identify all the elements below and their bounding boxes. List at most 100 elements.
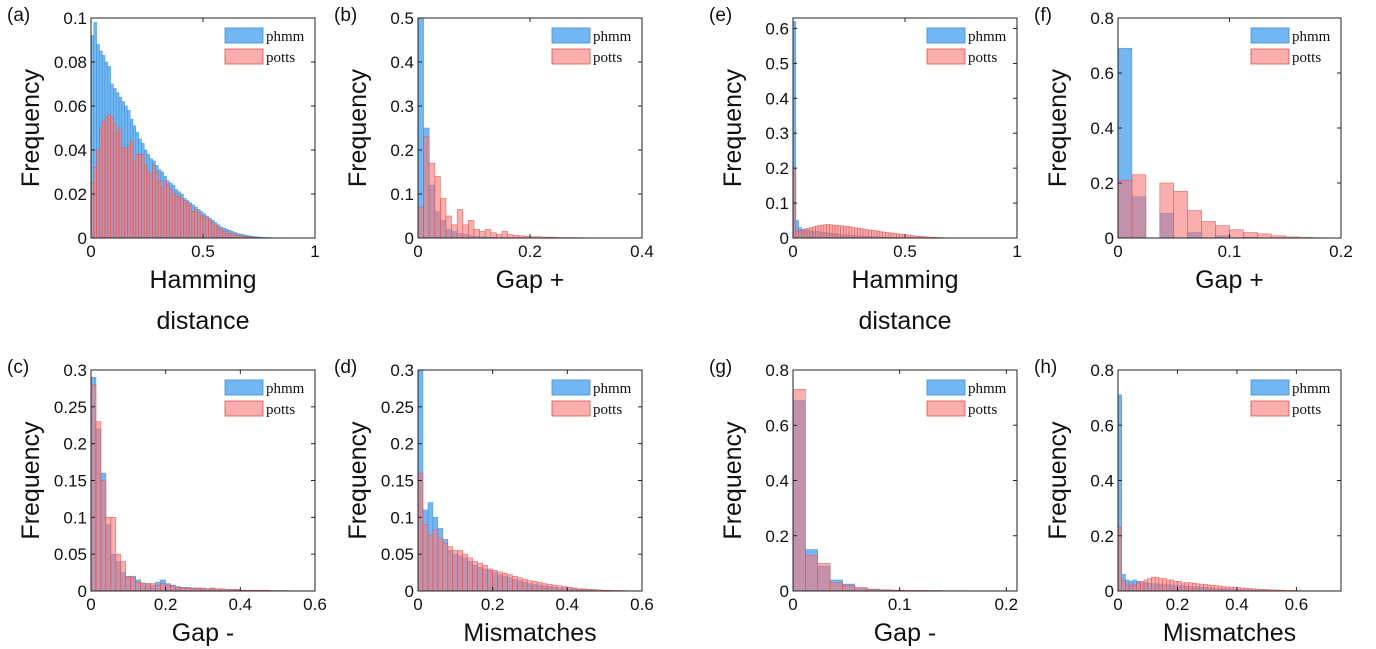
bars-h bbox=[1118, 394, 1341, 591]
bar-potts-22 bbox=[854, 227, 858, 238]
bar-potts-25 bbox=[1210, 585, 1215, 591]
y-tick-label: 0.6 bbox=[765, 19, 789, 38]
y-tick-label: 0.8 bbox=[765, 361, 789, 380]
bar-potts-10 bbox=[467, 557, 473, 591]
bar-potts-15 bbox=[132, 160, 137, 238]
bar-potts-2 bbox=[1125, 583, 1130, 591]
y-tick-label: 0.5 bbox=[390, 9, 414, 28]
bar-potts-22 bbox=[526, 580, 533, 591]
bar-potts-1 bbox=[422, 524, 429, 591]
bar-potts-16 bbox=[170, 585, 176, 591]
bar-potts-10 bbox=[820, 224, 825, 238]
y-tick-label: 0 bbox=[405, 582, 414, 601]
bar-potts-24 bbox=[536, 581, 543, 591]
bars-a bbox=[91, 22, 288, 238]
legend-f: phmm potts bbox=[1250, 27, 1331, 66]
bar-potts-21 bbox=[851, 227, 855, 238]
bar-potts-13 bbox=[127, 145, 131, 238]
y-axis-label: Frequency bbox=[17, 68, 45, 187]
bar-potts-21 bbox=[521, 578, 528, 591]
bar-potts-8 bbox=[457, 550, 463, 591]
y-tick-label: 0.6 bbox=[1090, 416, 1114, 435]
bar-potts-27 bbox=[1218, 585, 1223, 591]
y-axis-label: Frequency bbox=[719, 68, 747, 187]
bar-potts-26 bbox=[1214, 585, 1219, 591]
x-tick-label: 0.1 bbox=[1218, 242, 1242, 261]
bar-potts-31 bbox=[1232, 587, 1238, 591]
x-tick-label: 0 bbox=[413, 242, 422, 261]
bar-potts-8 bbox=[1229, 229, 1244, 238]
bar-potts-21 bbox=[1195, 583, 1201, 591]
bar-potts-18 bbox=[180, 587, 186, 591]
y-tick-label: 0.02 bbox=[54, 185, 87, 204]
bar-potts-30 bbox=[876, 230, 881, 238]
bar-potts-4 bbox=[1132, 583, 1137, 591]
panel-d: 0 0.05 0.1 0.15 0.2 0.25 0.3 0 0.2 0.4 0.6 Mismatch… bbox=[334, 357, 654, 647]
y-tick-label: 0.1 bbox=[63, 9, 87, 28]
legend-b: phmm potts bbox=[551, 27, 632, 66]
y-tick-label: 0.4 bbox=[1090, 472, 1114, 491]
bar-potts-1 bbox=[795, 230, 799, 238]
y-tick-label: 0.4 bbox=[390, 53, 414, 72]
bar-potts-9 bbox=[462, 553, 468, 591]
x-tick-label: 0.2 bbox=[518, 242, 542, 261]
bar-potts-14 bbox=[129, 140, 134, 238]
bar-potts-3 bbox=[1128, 585, 1134, 591]
bar-potts-7 bbox=[125, 575, 132, 591]
bar-potts-29 bbox=[561, 586, 568, 591]
legend-swatch-potts bbox=[926, 48, 966, 65]
x-axis-label: Gap + bbox=[496, 266, 565, 294]
bar-potts-23 bbox=[531, 581, 538, 591]
y-tick-label: 0.6 bbox=[1090, 64, 1114, 83]
legend-swatch-phmm bbox=[1250, 379, 1290, 396]
bar-potts-4 bbox=[803, 228, 808, 238]
legend-label-potts: potts bbox=[1292, 50, 1321, 66]
y-tick-label: 0 bbox=[78, 582, 87, 601]
x-axis-label: Hamming bbox=[150, 266, 257, 294]
bar-potts-6 bbox=[809, 227, 813, 238]
y-axis-label: Frequency bbox=[17, 421, 45, 540]
bar-potts-18 bbox=[843, 225, 847, 238]
bar-potts-11 bbox=[121, 147, 125, 238]
legend-e: phmm potts bbox=[926, 27, 1007, 66]
legend-swatch-phmm bbox=[224, 27, 264, 44]
bar-potts-0 bbox=[418, 472, 424, 591]
bar-potts-12 bbox=[1162, 578, 1167, 591]
y-tick-label: 0.3 bbox=[390, 361, 414, 380]
bar-potts-34 bbox=[887, 232, 892, 238]
bar-potts-5 bbox=[104, 116, 109, 238]
bar-potts-14 bbox=[160, 583, 166, 591]
bar-potts-1 bbox=[805, 554, 819, 591]
panel-g: 0 0.2 0.4 0.6 0.8 0 0.1 0.2 Gap - Frequency (g) phm… bbox=[709, 357, 1018, 647]
x-axis-label: distance bbox=[156, 307, 249, 335]
x-tick-label: 1 bbox=[1012, 242, 1021, 261]
bar-potts-8 bbox=[113, 123, 117, 238]
bar-potts-13 bbox=[1166, 579, 1171, 591]
bar-potts-18 bbox=[141, 154, 145, 238]
x-tick-label: 0 bbox=[86, 242, 95, 261]
bar-potts-6 bbox=[451, 224, 458, 238]
legend-label-phmm: phmm bbox=[266, 381, 305, 397]
bar-potts-1 bbox=[1131, 174, 1147, 238]
bar-potts-4 bbox=[437, 537, 444, 591]
bar-potts-13 bbox=[482, 564, 488, 591]
bar-potts-10 bbox=[118, 127, 123, 238]
bar-potts-24 bbox=[157, 180, 162, 238]
y-tick-label: 0.05 bbox=[381, 545, 414, 564]
y-tick-label: 0.25 bbox=[381, 398, 414, 417]
bar-potts-38 bbox=[197, 211, 201, 238]
y-tick-label: 0.2 bbox=[63, 435, 87, 454]
panel-label: (h) bbox=[1034, 357, 1057, 378]
x-axis-label: Gap - bbox=[172, 619, 235, 647]
bar-potts-14 bbox=[831, 224, 836, 238]
bar-potts-0 bbox=[1118, 527, 1123, 591]
legend-d: phmm potts bbox=[551, 379, 632, 418]
bars-c bbox=[91, 377, 315, 591]
bar-potts-10 bbox=[473, 228, 480, 238]
bar-potts-17 bbox=[175, 587, 181, 591]
y-tick-label: 0.1 bbox=[765, 194, 789, 213]
bar-potts-16 bbox=[837, 225, 841, 238]
bar-potts-3 bbox=[99, 127, 103, 238]
y-tick-label: 0.4 bbox=[1090, 119, 1114, 138]
